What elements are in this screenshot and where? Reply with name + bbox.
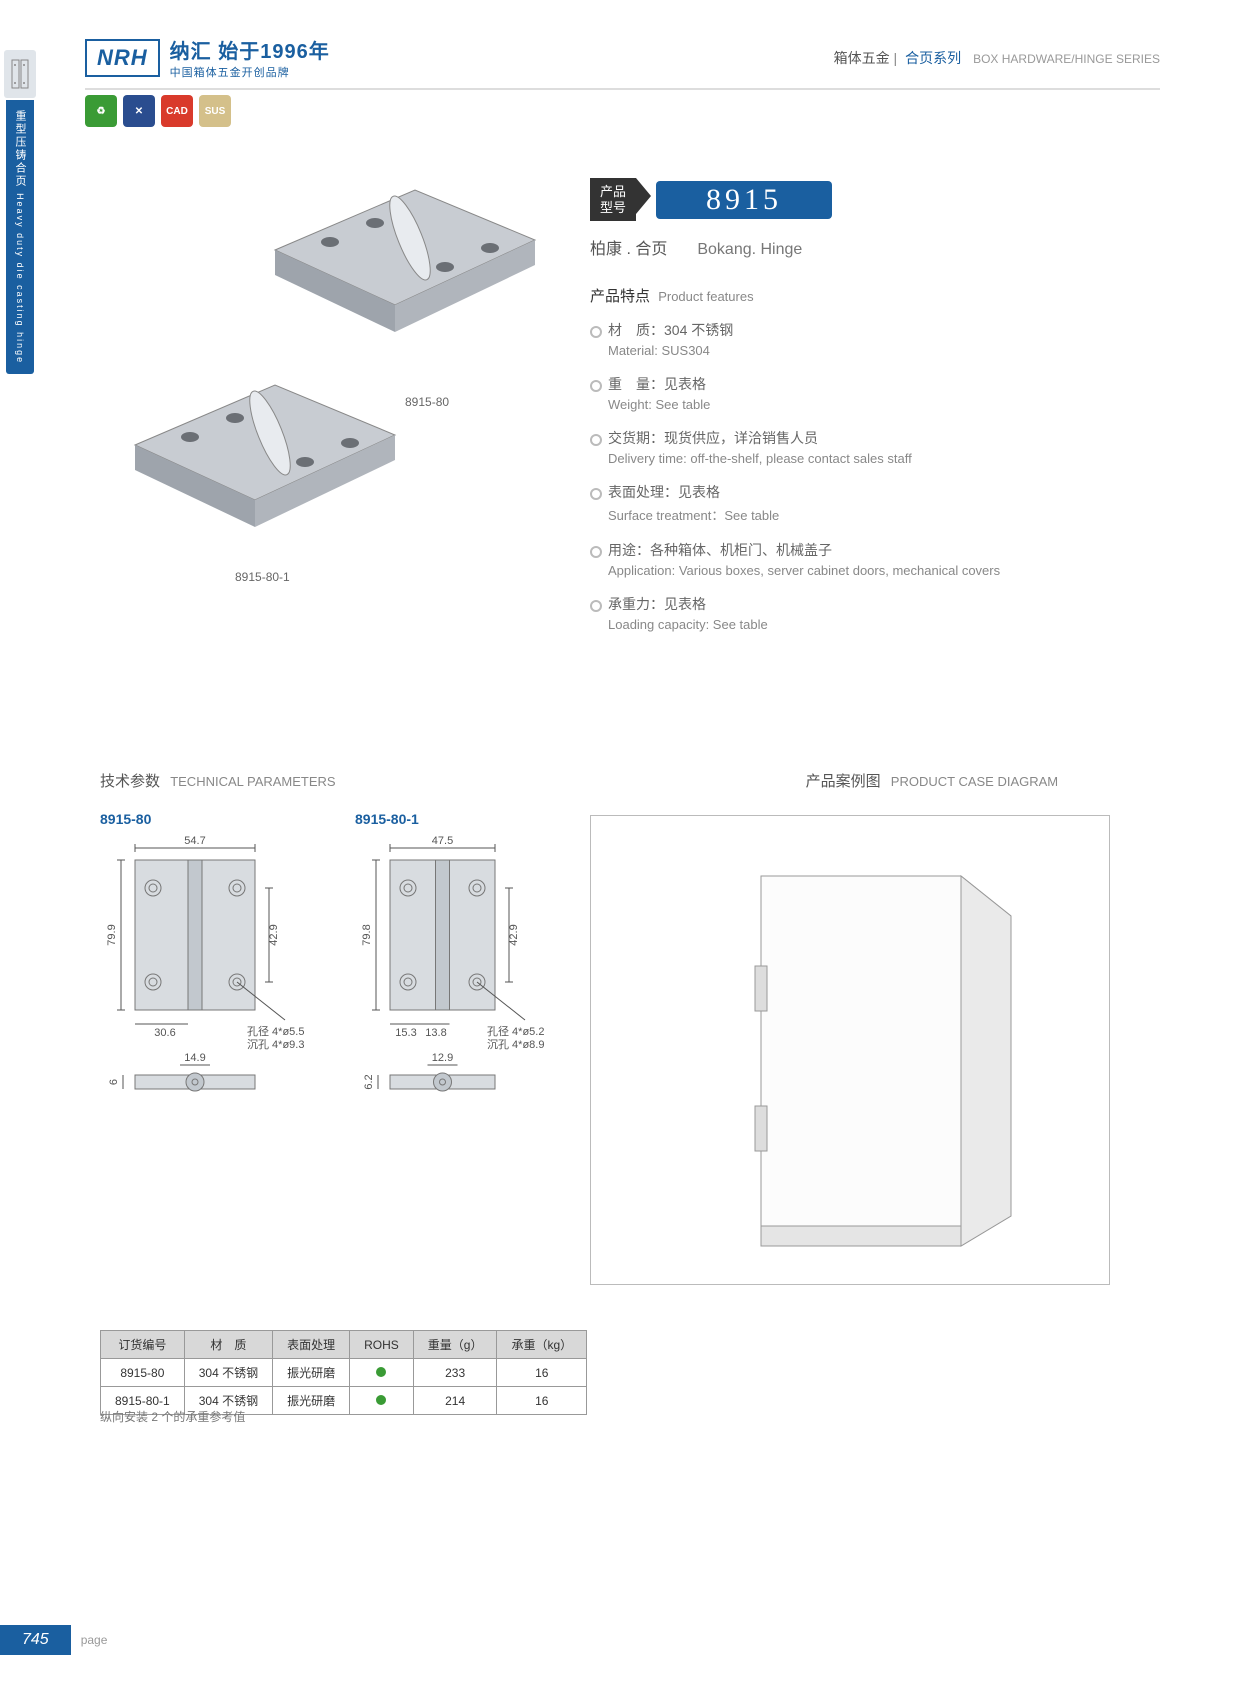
badge-sus-icon: SUS (199, 95, 231, 127)
svg-text:30.6: 30.6 (154, 1027, 175, 1039)
product-label-1: 8915-80 (405, 395, 449, 409)
case-diagram (590, 815, 1110, 1285)
brand-logo: NRH (85, 39, 160, 77)
feature-item: 用途：各种箱体、机柜门、机械盖子Application: Various box… (590, 540, 1150, 578)
hinge-icon (4, 50, 36, 98)
svg-text:6: 6 (108, 1079, 120, 1085)
svg-text:42.9: 42.9 (268, 924, 280, 945)
case-diagram-title: 产品案例图 PRODUCT CASE DIAGRAM (806, 770, 1059, 791)
badges: ♻ ✕ CAD SUS (85, 95, 231, 127)
diagram-8915-80-1: 8915-80-1 47.579.842.915.313.8孔径 4*ø5.2沉… (355, 811, 555, 1150)
table-note: 纵向安装 2 个的承重参考值 (100, 1408, 245, 1425)
features: 产品特点 Product features 材 质：304 不锈钢Materia… (590, 285, 1150, 648)
tech-params-title: 技术参数 TECHNICAL PARAMETERS (100, 770, 336, 791)
diagram-8915-80: 8915-80 54.779.942.930.6孔径 4*ø5.5沉孔 4*ø9… (100, 811, 300, 1150)
model-prefix: 产品 型号 (590, 178, 636, 221)
feature-item: 交货期：现货供应，详洽销售人员Delivery time: off-the-sh… (590, 428, 1150, 466)
page-header: NRH 纳汇 始于1996年 中国箱体五金开创品牌 箱体五金 | 合页系列BOX… (85, 35, 1160, 90)
page-footer: 745 page (0, 1625, 107, 1655)
svg-text:79.8: 79.8 (361, 924, 373, 945)
model-number: 8915 (656, 181, 832, 219)
feature-item: 承重力：见表格Loading capacity: See table (590, 594, 1150, 632)
svg-text:42.9: 42.9 (508, 924, 520, 945)
feature-item: 材 质：304 不锈钢Material: SUS304 (590, 320, 1150, 358)
badge-cad-icon: CAD (161, 95, 193, 127)
logo-group: NRH 纳汇 始于1996年 中国箱体五金开创品牌 (85, 35, 330, 80)
feature-item: 表面处理：见表格Surface treatment：See table (590, 482, 1150, 524)
svg-text:6.2: 6.2 (363, 1074, 375, 1089)
svg-text:47.5: 47.5 (432, 835, 453, 847)
spec-table: 订货编号材 质表面处理ROHS重量（g）承重（kg） 8915-80304 不锈… (100, 1330, 587, 1415)
breadcrumb: 箱体五金 | 合页系列BOX HARDWARE/HINGE SERIES (834, 48, 1160, 68)
badge-env-icon: ♻ (85, 95, 117, 127)
svg-text:14.9: 14.9 (184, 1052, 205, 1064)
features-title: 产品特点 Product features (590, 285, 1150, 306)
page-label: page (81, 1633, 108, 1647)
model-name: 柏康 . 合页Bokang. Hinge (590, 235, 832, 259)
svg-text:孔径 4*ø5.5: 孔径 4*ø5.5 (247, 1025, 304, 1038)
side-category-label: 重型压铸合页 Heavy duty die casting hinge (6, 100, 34, 374)
svg-text:54.7: 54.7 (184, 835, 205, 847)
svg-text:沉孔 4*ø8.9: 沉孔 4*ø8.9 (487, 1038, 544, 1051)
logo-subtitle: 中国箱体五金开创品牌 (170, 64, 330, 80)
badge-tools-icon: ✕ (123, 95, 155, 127)
svg-text:13.8: 13.8 (425, 1027, 446, 1039)
svg-text:79.9: 79.9 (106, 924, 118, 945)
model-block: 产品 型号 8915 柏康 . 合页Bokang. Hinge (590, 178, 832, 259)
svg-text:沉孔 4*ø9.3: 沉孔 4*ø9.3 (247, 1038, 304, 1051)
feature-item: 重 量：见表格Weight: See table (590, 374, 1150, 412)
table-row: 8915-80304 不锈钢振光研磨23316 (101, 1359, 587, 1387)
svg-text:12.9: 12.9 (432, 1052, 453, 1064)
svg-text:15.3: 15.3 (395, 1027, 416, 1039)
product-image (115, 160, 545, 600)
side-tab: 重型压铸合页 Heavy duty die casting hinge (0, 50, 40, 374)
page-number: 745 (0, 1625, 71, 1655)
svg-text:孔径 4*ø5.2: 孔径 4*ø5.2 (487, 1025, 544, 1038)
logo-title: 纳汇 始于1996年 (170, 35, 330, 64)
product-label-2: 8915-80-1 (235, 570, 290, 584)
